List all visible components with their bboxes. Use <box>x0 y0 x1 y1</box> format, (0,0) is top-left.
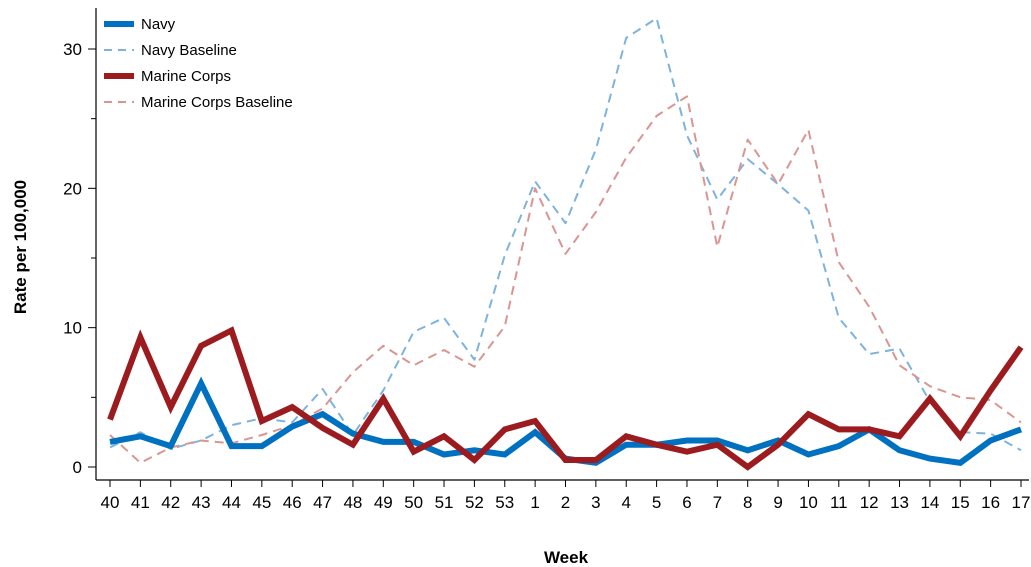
x-tick-label: 46 <box>283 493 302 512</box>
x-tick-label: 12 <box>860 493 879 512</box>
series-layer <box>107 17 1024 471</box>
navy-baseline-line <box>109 17 1022 452</box>
x-tick-label: 14 <box>920 493 939 512</box>
x-tick-label: 9 <box>773 493 782 512</box>
x-tick-label: 48 <box>343 493 362 512</box>
y-tick-label: 20 <box>63 179 82 198</box>
x-tick-label: 44 <box>222 493 241 512</box>
y-tick-label: 30 <box>63 40 82 59</box>
x-tick-label: 2 <box>561 493 570 512</box>
navy-baseline-legend-label: Navy Baseline <box>141 42 237 59</box>
marine-corps-baseline-line <box>109 95 1022 464</box>
x-tick-label: 13 <box>890 493 909 512</box>
x-tick-label: 15 <box>951 493 970 512</box>
x-tick-label: 7 <box>713 493 722 512</box>
x-tick-label: 53 <box>495 493 514 512</box>
x-tick-label: 42 <box>161 493 180 512</box>
x-tick-label: 10 <box>799 493 818 512</box>
x-tick-label: 17 <box>1012 493 1031 512</box>
x-tick-label: 41 <box>131 493 150 512</box>
x-tick-label: 16 <box>981 493 1000 512</box>
y-tick-label: 0 <box>73 458 82 477</box>
legend: Navy Navy Baseline Marine Corps Marine Corp… <box>104 16 293 111</box>
x-tick-label: 50 <box>404 493 423 512</box>
x-tick-label: 5 <box>652 493 661 512</box>
x-axis-title: Week <box>544 548 589 567</box>
x-tick-label: 51 <box>435 493 454 512</box>
x-tick-label: 1 <box>530 493 539 512</box>
x-tick-label: 11 <box>830 493 848 512</box>
y-tick-label: 10 <box>63 319 82 338</box>
x-tick-label: 4 <box>621 493 630 512</box>
y-axis-title: Rate per 100,000 <box>11 180 30 314</box>
marine-corps-baseline-legend-label: Marine Corps Baseline <box>141 94 293 111</box>
x-tick-label: 52 <box>465 493 484 512</box>
x-tick-label: 8 <box>743 493 752 512</box>
navy-legend-label: Navy <box>141 16 176 33</box>
navy-line <box>109 376 1023 466</box>
x-tick-label: 49 <box>374 493 393 512</box>
x-tick-label: 6 <box>682 493 691 512</box>
x-tick-label: 3 <box>591 493 600 512</box>
x-tick-label: 47 <box>313 493 332 512</box>
marine-corps-legend-label: Marine Corps <box>141 68 231 85</box>
x-tick-label: 45 <box>252 493 271 512</box>
x-tick-label: 40 <box>101 493 120 512</box>
x-tick-label: 43 <box>192 493 211 512</box>
marine-corps-line <box>107 326 1024 471</box>
